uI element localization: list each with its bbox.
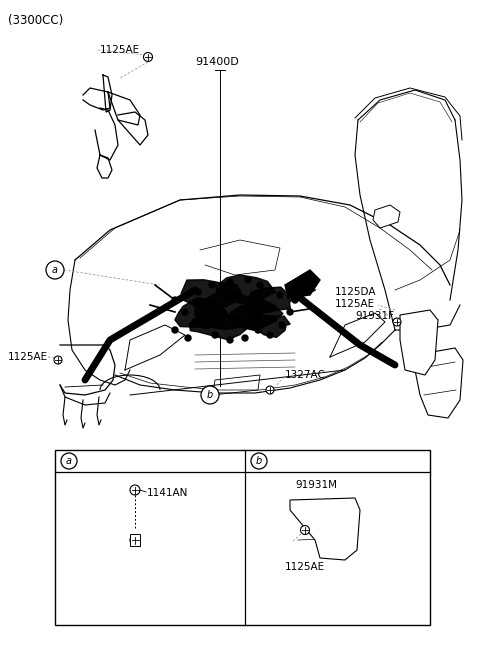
Text: 91400D: 91400D (195, 57, 239, 67)
Circle shape (195, 289, 201, 295)
Bar (55, 450, 430, 625)
Circle shape (172, 297, 178, 303)
Circle shape (277, 292, 283, 298)
Text: b: b (256, 456, 262, 466)
Circle shape (182, 309, 188, 315)
Circle shape (185, 335, 191, 341)
Polygon shape (415, 348, 463, 418)
Polygon shape (216, 275, 276, 304)
Text: b: b (207, 390, 213, 400)
Circle shape (266, 386, 274, 394)
Circle shape (61, 453, 77, 469)
Circle shape (46, 261, 64, 279)
Text: (3300CC): (3300CC) (8, 14, 63, 27)
Text: 91931F: 91931F (355, 311, 394, 321)
Circle shape (287, 309, 293, 315)
Polygon shape (248, 287, 294, 313)
Circle shape (130, 535, 140, 545)
Polygon shape (290, 498, 360, 560)
Polygon shape (228, 300, 283, 330)
Circle shape (227, 279, 233, 285)
Circle shape (393, 318, 401, 326)
Circle shape (130, 485, 140, 495)
Polygon shape (195, 289, 267, 329)
Circle shape (192, 319, 198, 325)
Text: 1125DA: 1125DA (335, 287, 376, 297)
Circle shape (255, 327, 261, 333)
Circle shape (201, 386, 219, 404)
Circle shape (212, 332, 218, 338)
Text: 91931M: 91931M (295, 480, 337, 490)
Text: a: a (66, 456, 72, 466)
Text: 1125AE: 1125AE (285, 562, 325, 572)
Text: 1141AN: 1141AN (147, 488, 188, 498)
Polygon shape (400, 310, 438, 375)
Circle shape (257, 282, 263, 288)
Polygon shape (181, 279, 242, 314)
Circle shape (144, 52, 153, 62)
Text: 1125AE: 1125AE (100, 45, 140, 55)
Circle shape (54, 356, 62, 364)
Text: 1327AC: 1327AC (285, 370, 326, 380)
Circle shape (251, 453, 267, 469)
Circle shape (300, 525, 310, 535)
Circle shape (209, 282, 215, 288)
Polygon shape (175, 298, 228, 329)
Polygon shape (373, 205, 400, 228)
Text: a: a (52, 265, 58, 275)
Circle shape (267, 332, 273, 338)
Polygon shape (247, 314, 290, 337)
Bar (130, 534, 140, 546)
Circle shape (279, 322, 285, 328)
Circle shape (245, 277, 251, 283)
Circle shape (227, 337, 233, 343)
Text: 1125AE: 1125AE (8, 352, 48, 362)
Circle shape (172, 327, 178, 333)
Polygon shape (189, 314, 251, 340)
Text: 1125AE: 1125AE (335, 299, 375, 309)
Circle shape (242, 335, 248, 341)
Polygon shape (285, 270, 320, 298)
Circle shape (197, 302, 203, 308)
Circle shape (292, 297, 298, 303)
